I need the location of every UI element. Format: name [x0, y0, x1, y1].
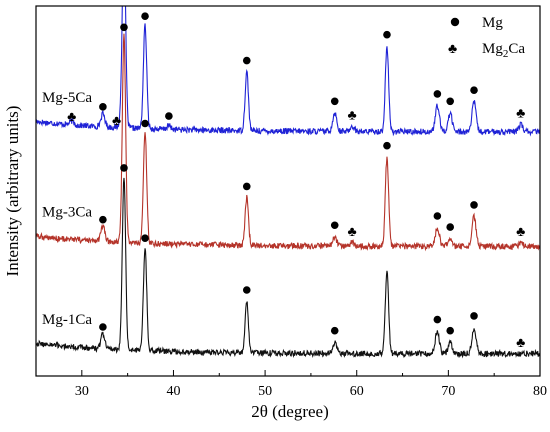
legend-mg2ca-icon: ♣	[448, 42, 457, 57]
mg2ca-peak-marker: ♣	[516, 336, 525, 351]
mg-peak-marker	[141, 119, 149, 128]
mg2ca-peak-marker: ♣	[67, 110, 76, 125]
mg2ca-peak-marker: ♣	[348, 108, 357, 123]
x-tick-label: 40	[166, 384, 180, 399]
legend-mg-label: Mg	[482, 15, 503, 31]
mg-peak-marker	[446, 97, 454, 106]
mg2ca-peak-marker: ♣	[112, 114, 121, 129]
legend: Mg ♣ Mg2Ca	[448, 15, 525, 60]
mg-peak-marker	[242, 286, 251, 294]
series-label-mg-5ca: Mg-5Ca	[42, 90, 92, 106]
legend-mg-icon	[450, 17, 460, 27]
mg-peak-marker	[330, 326, 339, 335]
mg-peak-marker	[242, 182, 251, 191]
plot-frame	[35, 5, 541, 377]
mg-peak-marker	[433, 315, 442, 324]
mg-peak-marker	[165, 112, 173, 120]
mg-peak-marker	[433, 90, 442, 98]
mg-peak-marker	[470, 86, 478, 94]
x-axis-title: 2θ (degree)	[251, 402, 329, 421]
mg-peak-marker	[330, 97, 339, 106]
trace-mg-3ca	[36, 33, 540, 252]
mg-peak-marker	[383, 141, 391, 150]
y-axis-title: Intensity (arbitrary units)	[3, 106, 22, 277]
mg-peak-marker	[470, 201, 478, 209]
x-tick-label: 50	[258, 384, 272, 399]
mg-peak-marker	[446, 223, 454, 231]
mg-peak-marker	[120, 164, 128, 172]
x-tick-label: 60	[350, 384, 364, 399]
trace-mg-5ca	[36, 6, 540, 137]
mg2ca-peak-marker: ♣	[516, 106, 525, 121]
mg-peak-marker	[470, 312, 478, 320]
mg-peak-marker	[242, 56, 251, 65]
mg-peak-marker	[141, 234, 149, 242]
mg-peak-marker	[99, 215, 107, 224]
series-label-mg-3ca: Mg-3Ca	[42, 205, 92, 221]
trace-mg-1ca	[36, 177, 540, 359]
mg2ca-peak-marker: ♣	[348, 225, 357, 240]
mg-peak-marker	[99, 323, 107, 331]
mg2ca-peak-marker: ♣	[516, 225, 525, 240]
x-tick-label: 80	[533, 384, 547, 399]
mg-peak-marker	[99, 103, 107, 111]
legend-mg2ca-label: Mg2Ca	[482, 41, 525, 60]
mg-peak-marker	[330, 221, 339, 230]
series-label-mg-1ca: Mg-1Ca	[42, 312, 92, 328]
mg-peak-marker	[446, 326, 454, 335]
mg-peak-marker	[120, 23, 128, 32]
x-tick-label: 30	[75, 384, 89, 399]
x-tick-label: 70	[441, 384, 455, 399]
mg-peak-marker	[383, 30, 391, 39]
mg-peak-marker	[141, 12, 149, 20]
mg-peak-marker	[433, 212, 442, 220]
